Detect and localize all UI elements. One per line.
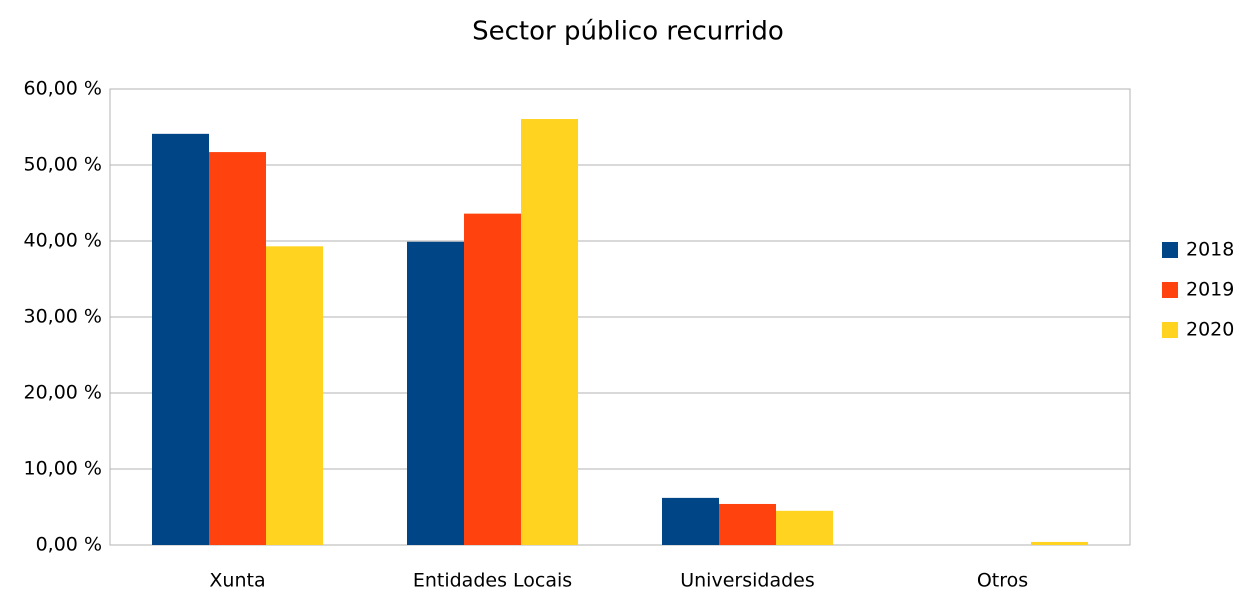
x-tick-label: Xunta [209,570,265,592]
y-tick-label: 0,00 % [36,534,102,556]
legend-swatch [1162,282,1178,298]
bar [407,241,464,545]
y-tick-label: 40,00 % [24,230,103,252]
bar [266,246,323,545]
bar [1031,541,1088,545]
y-tick-label: 60,00 % [24,78,103,100]
bar [152,133,209,545]
legend-label: 2018 [1186,239,1234,261]
bar [662,497,719,545]
plot-border [109,88,1131,546]
bar [464,213,521,545]
bar [719,503,776,545]
y-tick-label: 30,00 % [24,306,103,328]
x-tick-label: Entidades Locais [413,570,572,592]
bar [209,152,266,545]
legend-swatch [1162,322,1178,338]
bar [776,510,833,545]
y-tick-label: 10,00 % [24,458,103,480]
x-tick-label: Universidades [680,570,815,592]
chart-title: Sector público recurrido [472,17,784,47]
y-tick-label: 20,00 % [24,382,103,404]
legend-swatch [1162,242,1178,258]
legend-label: 2020 [1186,319,1234,341]
x-tick-label: Otros [977,570,1028,592]
y-tick-label: 50,00 % [24,154,103,176]
legend-label: 2019 [1186,279,1234,301]
bar [521,119,578,546]
